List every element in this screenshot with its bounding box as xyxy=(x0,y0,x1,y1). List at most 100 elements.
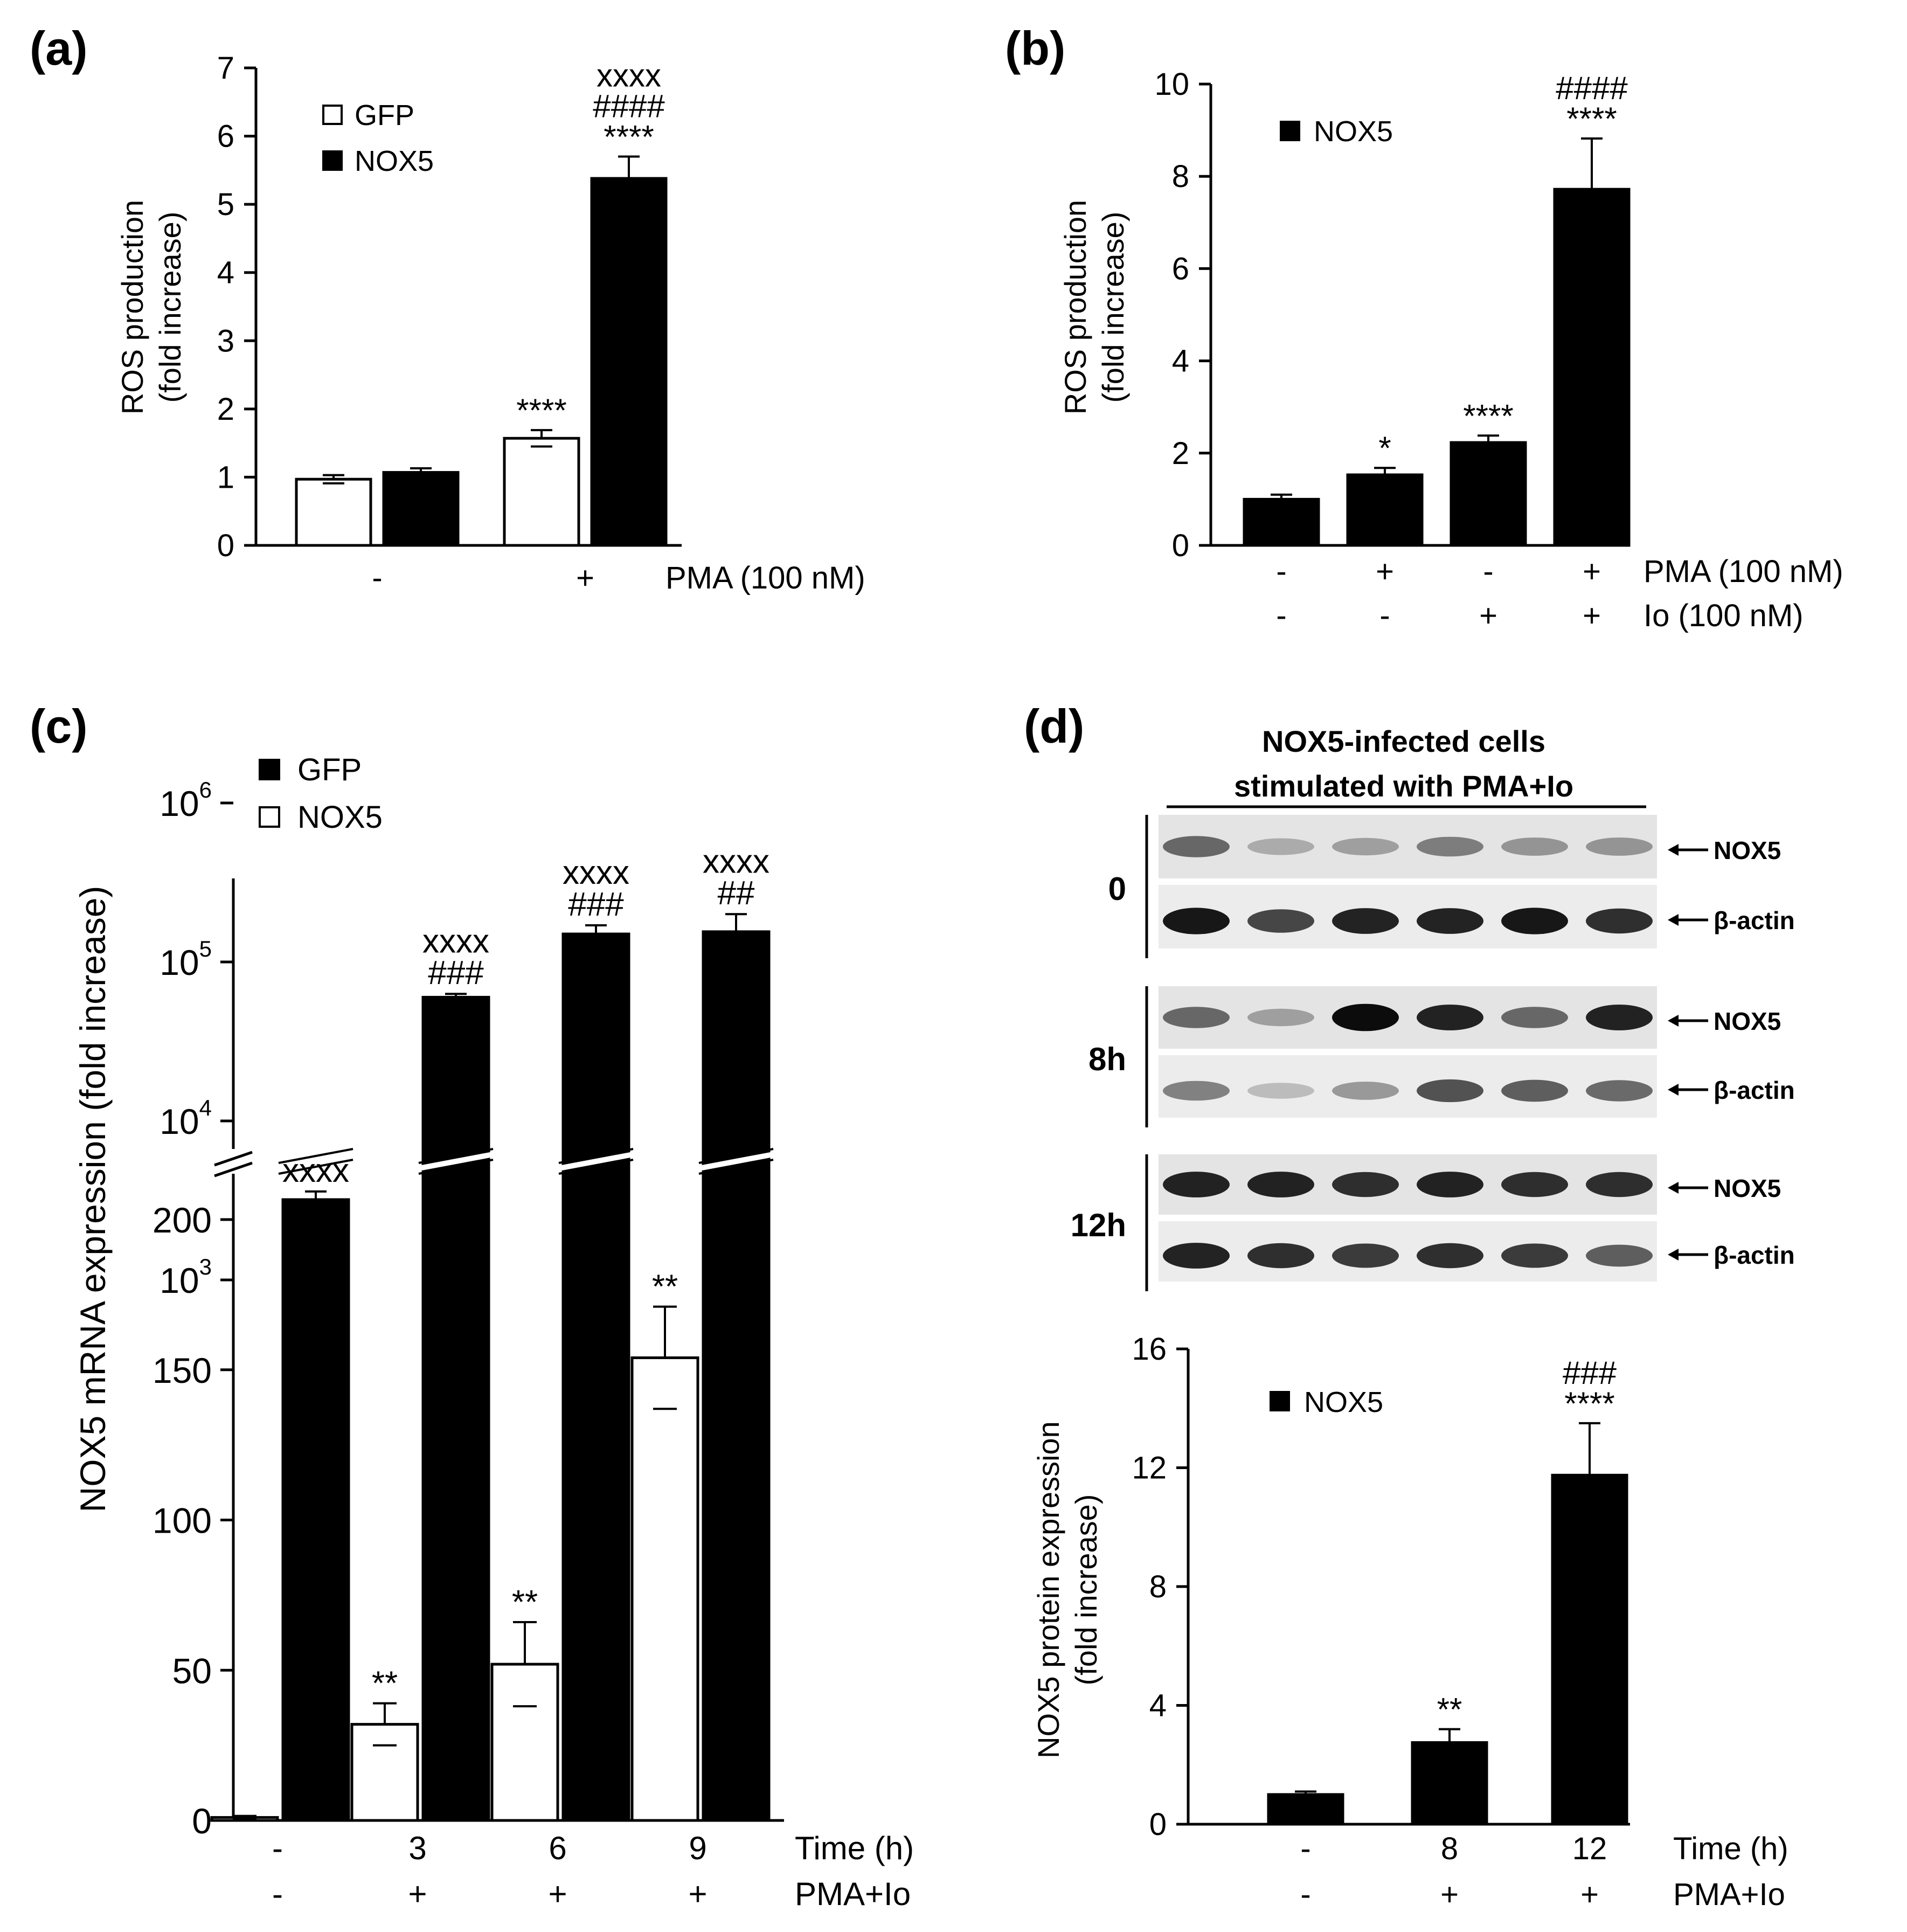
blot-time-label: 0 xyxy=(1108,871,1126,907)
blot-band xyxy=(1163,1172,1230,1197)
chart-a: 0 1 2 3 4 5 6 7 ROS production (fold increase) ***… xyxy=(115,51,865,595)
y-axis-label: NOX5 protein expression (fold increase) xyxy=(1031,1421,1103,1758)
blot-arrowhead xyxy=(1668,844,1679,856)
y-tick-label: 6 xyxy=(1172,251,1189,286)
significance-label-1: ### xyxy=(428,954,484,992)
y-tick-label: 6 xyxy=(217,119,234,154)
x-condition-value: - xyxy=(1483,554,1493,589)
x-category-label: - xyxy=(372,560,382,595)
blot-band xyxy=(1417,1172,1483,1197)
blot-band xyxy=(1586,837,1653,856)
chart-d: 0 4 8 12 16 NOX5 protein expression (fold incr… xyxy=(1031,1332,1788,1912)
blot-band xyxy=(1163,1243,1230,1269)
y-tick-label: 0 xyxy=(1172,528,1189,563)
blot-band xyxy=(1247,1172,1314,1197)
blot-arrowhead xyxy=(1668,1182,1679,1194)
bar-break-gap xyxy=(558,1152,634,1171)
legend-swatch xyxy=(322,105,343,125)
significance-label-1: ### xyxy=(568,886,624,923)
y-tick-label-log: 105 xyxy=(160,936,212,982)
blot-band xyxy=(1586,1080,1653,1102)
bar-gfp xyxy=(503,437,580,547)
blot-strip xyxy=(1159,885,1657,948)
x-condition-value: + xyxy=(1580,1877,1599,1912)
y-tick-exponent: 5 xyxy=(199,936,212,961)
blot-band xyxy=(1247,1008,1314,1027)
significance-label-1: #### xyxy=(593,88,665,124)
legend-swatch xyxy=(259,806,280,828)
legend-label: NOX5 xyxy=(1304,1386,1383,1418)
y-tick-label: 3 xyxy=(217,323,234,358)
axis-break-mark xyxy=(214,1161,253,1178)
blot-band-label: β-actin xyxy=(1714,906,1795,934)
x-condition-value: - xyxy=(1276,598,1286,633)
significance-label-1: **** xyxy=(1566,101,1617,137)
x-condition-value: + xyxy=(1479,598,1497,633)
legend-label: GFP xyxy=(355,99,414,131)
y-tick-label: 8 xyxy=(1149,1569,1167,1604)
blot-strip xyxy=(1159,815,1657,878)
x-condition-value: 12 xyxy=(1572,1831,1607,1866)
bar-gfp xyxy=(281,1198,350,1822)
significance-label-2: **** xyxy=(604,119,654,155)
y-tick-label: 5 xyxy=(217,187,234,222)
y-tick-base: 10 xyxy=(160,1261,199,1300)
y-tick-label: 0 xyxy=(1149,1807,1167,1842)
blot-band xyxy=(1332,1243,1399,1268)
x-condition-value: + xyxy=(548,1876,567,1912)
blot-band xyxy=(1417,836,1483,857)
bar-break-mark xyxy=(418,1159,494,1175)
y-axis-label: NOX5 mRNA expression (fold increase) xyxy=(73,886,113,1513)
bar-break-mark xyxy=(558,1148,634,1164)
blot-band xyxy=(1332,908,1399,934)
significance-label-0: xxxx xyxy=(597,58,661,94)
bar-gfp xyxy=(561,932,630,1822)
blot-band xyxy=(1332,1082,1399,1100)
bar-nox5 xyxy=(630,1356,699,1822)
bar-nox5 xyxy=(350,1723,419,1822)
y-tick-label: 4 xyxy=(1149,1688,1167,1723)
x-condition-value: + xyxy=(1583,598,1601,633)
blot-arrowhead xyxy=(1668,1249,1679,1261)
blot-band xyxy=(1247,1083,1314,1099)
bar-nox5 xyxy=(1346,473,1424,547)
significance-label-0: xxxx xyxy=(422,923,489,960)
blot-time-label: 8h xyxy=(1088,1041,1126,1077)
y-axis-label-line: (fold increase) xyxy=(153,212,187,403)
y-tick-exponent: 3 xyxy=(199,1254,212,1279)
x-condition-value: - xyxy=(272,1830,283,1866)
blot-band xyxy=(1247,1243,1314,1269)
x-category-label: + xyxy=(576,560,594,595)
blot-band xyxy=(1501,1079,1568,1102)
bar-gfp xyxy=(421,995,490,1822)
y-tick-label: 2 xyxy=(217,392,234,427)
y-tick-label: 50 xyxy=(172,1651,212,1691)
y-axis-label-line: ROS production xyxy=(1058,200,1092,414)
x-condition-value: 3 xyxy=(408,1830,426,1866)
significance-label-0: **** xyxy=(1463,398,1513,434)
bar-nox5 xyxy=(590,177,668,547)
blot-band xyxy=(1332,837,1399,856)
y-axis-label: ROS production (fold increase) xyxy=(1058,200,1130,414)
x-condition-value: + xyxy=(1376,554,1394,589)
bar-nox5 xyxy=(1551,1473,1628,1826)
blot-strip xyxy=(1159,1055,1657,1118)
blot-band-label: β-actin xyxy=(1714,1076,1795,1104)
condition-label: PMA (100 nM) xyxy=(1644,554,1843,589)
significance-label-0: #### xyxy=(1556,70,1628,106)
blot-band xyxy=(1332,1003,1399,1031)
y-tick-label: 100 xyxy=(152,1501,212,1541)
y-tick-label: 150 xyxy=(152,1351,212,1390)
legend-swatch xyxy=(322,150,343,171)
significance-label-0: xxxx xyxy=(703,843,769,880)
y-tick-label: 7 xyxy=(217,51,234,86)
significance-label-0: **** xyxy=(516,392,566,428)
x-condition-value: 9 xyxy=(689,1830,706,1866)
blot-strip xyxy=(1159,1154,1657,1215)
significance-label-0: * xyxy=(1378,430,1391,466)
y-tick-label: 4 xyxy=(1172,344,1189,379)
y-tick-label: 4 xyxy=(217,255,234,290)
x-condition-value: - xyxy=(1379,598,1390,633)
condition-label: Time (h) xyxy=(795,1830,914,1866)
y-tick-label-log: 103 xyxy=(160,1254,212,1300)
